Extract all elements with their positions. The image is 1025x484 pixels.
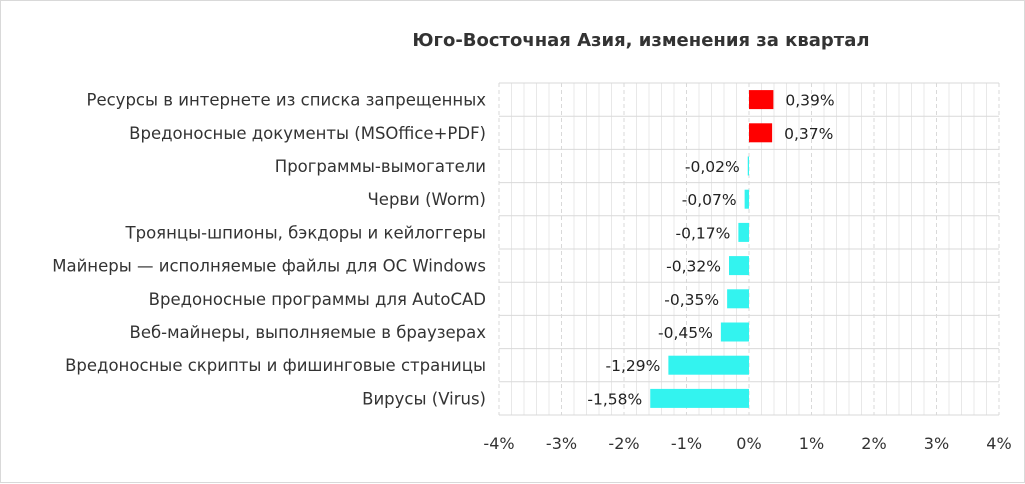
x-tick-label: -2%: [608, 434, 639, 453]
bar: [744, 189, 749, 209]
category-label: Вредоносные скрипты и фишинговые страниц…: [65, 356, 486, 375]
data-label: -0,17%: [676, 224, 731, 242]
x-tick-label: 4%: [986, 434, 1011, 453]
category-label: Вредоносные программы для AutoCAD: [149, 290, 486, 309]
category-label: Программы-вымогатели: [275, 157, 486, 176]
category-label: Троянцы-шпионы, бэкдоры и кейлоггеры: [125, 223, 486, 242]
x-tick-label: 0%: [736, 434, 761, 453]
category-label: Вирусы (Virus): [362, 389, 486, 408]
x-tick-label: -1%: [671, 434, 702, 453]
x-tick-label: -3%: [546, 434, 577, 453]
category-label: Вредоносные документы (MSOffice+PDF): [129, 124, 486, 143]
data-label: -0,32%: [666, 258, 721, 276]
x-tick-label: 1%: [799, 434, 824, 453]
data-label: -0,35%: [664, 291, 719, 309]
x-tick-label: -4%: [483, 434, 514, 453]
category-label: Черви (Worm): [367, 190, 486, 209]
bar: [668, 355, 749, 375]
category-label: Майнеры — исполняемые файлы для ОС Windo…: [52, 257, 486, 276]
category-label: Веб-майнеры, выполняемые в браузерах: [130, 323, 487, 342]
data-label: 0,39%: [785, 92, 834, 110]
bar: [747, 156, 749, 176]
data-label: 0,37%: [784, 125, 833, 143]
data-label: -0,45%: [658, 324, 713, 342]
category-label: Ресурсы в интернете из списка запрещенны…: [87, 91, 487, 110]
bar: [650, 388, 749, 408]
chart-title: Юго-Восточная Азия, изменения за квартал: [412, 30, 869, 51]
data-label: -1,29%: [606, 357, 661, 375]
bar: [729, 256, 749, 276]
x-tick-label: 2%: [861, 434, 886, 453]
bar: [720, 322, 749, 342]
data-label: -0,07%: [682, 191, 737, 209]
bar: [738, 222, 749, 242]
bar: [749, 123, 773, 143]
data-label: -1,58%: [587, 390, 642, 408]
x-tick-label: 3%: [924, 434, 949, 453]
bar: [749, 90, 774, 110]
bar: [727, 289, 749, 309]
data-label: -0,02%: [685, 158, 740, 176]
